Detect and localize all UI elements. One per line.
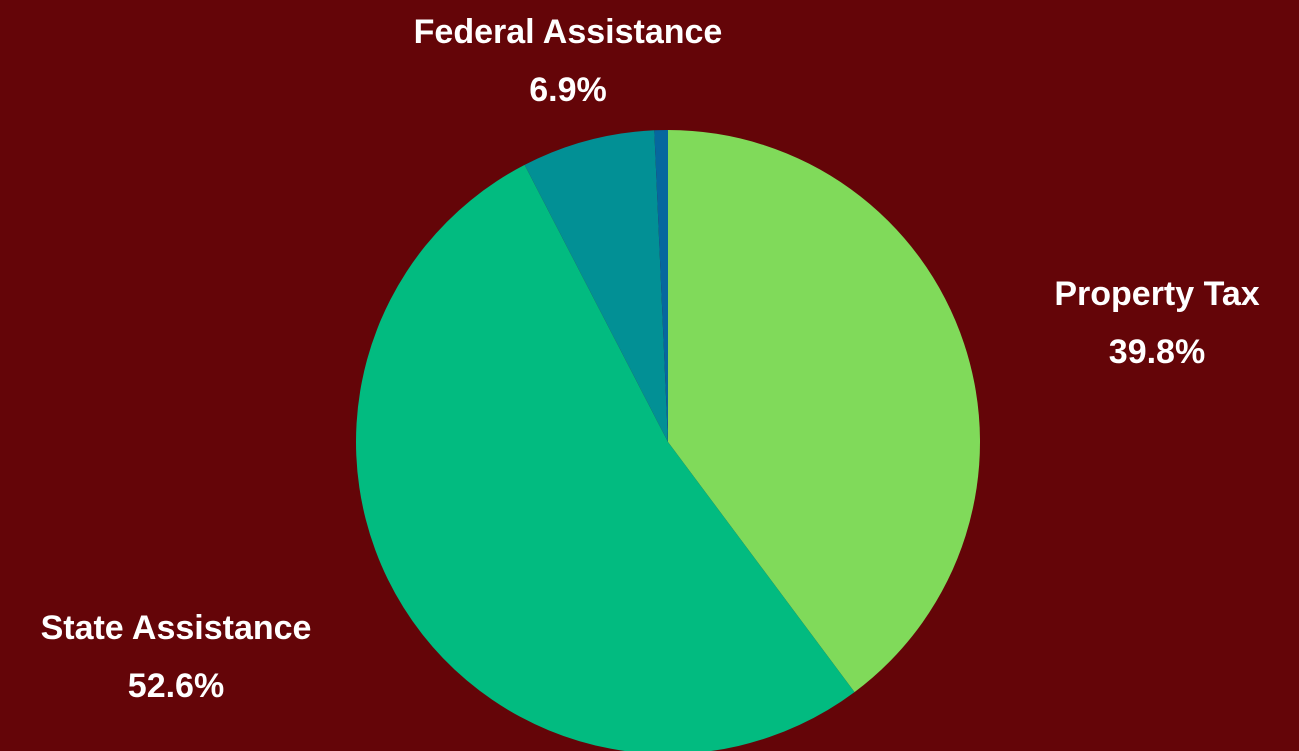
label-federal-assistance: Federal Assistance 6.9% [414,4,723,120]
pie-slice-federal-assistance [524,130,668,442]
label-state-assistance-value: 52.6% [127,666,225,705]
pie-slice-property-tax [668,130,980,693]
label-property-tax-value: 39.8% [1108,332,1206,371]
label-state-assistance: State Assistance 52.6% [41,600,312,716]
label-state-assistance-name: State Assistance [40,609,312,647]
label-federal-assistance-value: 6.9% [529,70,607,109]
label-property-tax: Property Tax 39.8% [1054,266,1259,382]
label-federal-assistance-name: Federal Assistance [413,13,723,51]
pie-slice-other [654,130,668,442]
label-property-tax-name: Property Tax [1054,275,1260,313]
pie-slice-state-assistance [356,164,855,751]
